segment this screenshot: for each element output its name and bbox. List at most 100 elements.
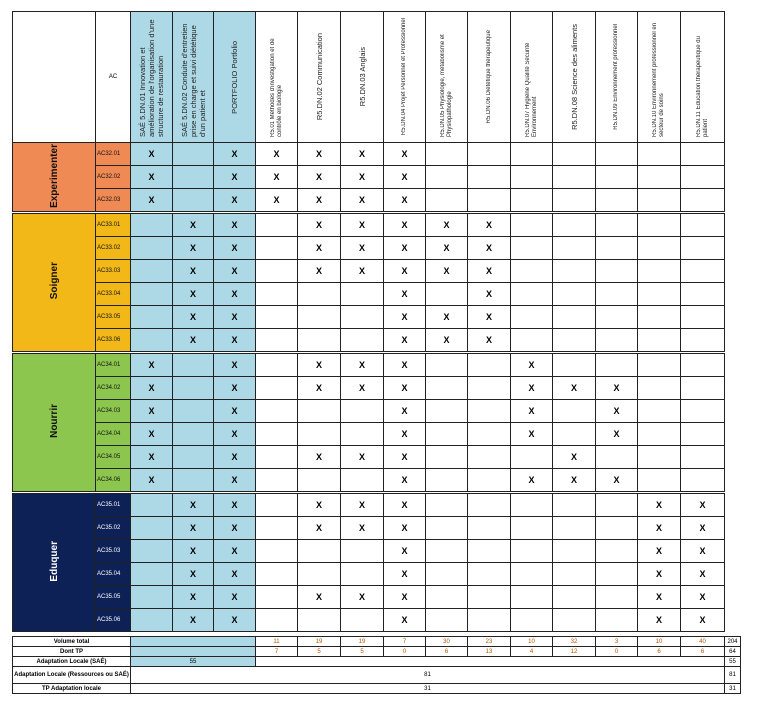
mark-cell (552, 305, 596, 329)
column-header-label: SAÉ 5.DN.02 Conduite d'entretien prise e… (179, 23, 207, 137)
mark-cell: X (172, 491, 214, 517)
column-header: PORTFOLIO Portfolio (213, 11, 256, 143)
mark-cell (255, 491, 298, 517)
mark-cell (255, 399, 298, 423)
mark-cell: X (637, 562, 681, 586)
mark-cell: X (467, 282, 511, 306)
mark-cell (637, 236, 681, 260)
mark-cell: X (172, 305, 214, 329)
mark-cell: X (297, 491, 341, 517)
mark-cell: X (425, 305, 468, 329)
table-row: AC33.03 X X X X X X X (13, 259, 725, 283)
dont-tp-label: Dont TP (12, 646, 131, 657)
mark-cell (340, 305, 384, 329)
table-row: AC34.02 X X X X X X X X (13, 376, 725, 400)
mark-cell (130, 211, 173, 237)
mark-cell: X (172, 539, 214, 563)
ac-matrix-table: AC SAÉ 5.DN.01 Innovation et amélioratio… (12, 11, 725, 632)
table-row: AC33.06 X X X X X (13, 328, 725, 353)
column-header: R5.DN.11 Education thérapeutique du pati… (680, 11, 725, 143)
mark-cell (467, 142, 511, 166)
mark-cell (510, 491, 553, 517)
adaptation-sae-value: 55 (130, 656, 256, 667)
total-value: 7 (255, 646, 298, 657)
mark-cell (340, 328, 384, 353)
mark-cell: X (172, 585, 214, 609)
tp-adaptation-label: TP Adaptation locale (12, 683, 131, 694)
mark-cell (552, 236, 596, 260)
mark-cell: X (425, 328, 468, 353)
column-header-label: R5.DN.02 Communication (314, 33, 324, 121)
mark-cell (552, 562, 596, 586)
table-row: Experimenter AC32.01 X X X X X X (12, 142, 725, 213)
volume-total-label: Volume total (12, 636, 131, 647)
mark-cell (255, 351, 298, 377)
group-name: Nourrir (48, 404, 60, 438)
mark-cell (425, 585, 468, 609)
mark-cell: X (172, 236, 214, 260)
ac-code: AC32.03 (95, 188, 131, 213)
mark-cell: X (172, 328, 214, 353)
mark-cell (680, 328, 725, 353)
adaptation-sae-row: Adaptation Locale (SAÉ) 55 55 (12, 656, 741, 667)
mark-cell (595, 305, 638, 329)
mark-cell: X (340, 188, 384, 213)
mark-cell: X (213, 259, 256, 283)
total-value: 0 (383, 646, 426, 657)
mark-cell: X (213, 236, 256, 260)
mark-cell (510, 516, 553, 540)
mark-cell (680, 142, 725, 166)
mark-cell (255, 305, 298, 329)
mark-cell: X (340, 585, 384, 609)
total-value: 40 (680, 636, 725, 647)
total-value: 32 (552, 636, 596, 647)
table-row: AC35.04 X X X X X (13, 562, 725, 586)
mark-cell: X (383, 142, 426, 166)
mark-cell (510, 562, 553, 586)
mark-cell (595, 282, 638, 306)
ac-code: AC32.02 (95, 165, 131, 189)
total-value: 19 (297, 636, 341, 647)
mark-cell: X (255, 165, 298, 189)
mark-cell (425, 351, 468, 377)
mark-cell (425, 445, 468, 469)
mark-cell (130, 539, 173, 563)
corner-cell (12, 11, 96, 143)
total-value: 5 (297, 646, 341, 657)
mark-cell: X (213, 376, 256, 400)
mark-cell: X (383, 516, 426, 540)
mark-cell: X (383, 351, 426, 377)
mark-cell (467, 422, 511, 446)
mark-cell: X (213, 608, 256, 632)
mark-cell (680, 399, 725, 423)
mark-cell: X (340, 516, 384, 540)
mark-cell (130, 259, 173, 283)
tp-adaptation-row: TP Adaptation locale 31 31 (12, 683, 741, 694)
mark-cell (595, 165, 638, 189)
mark-cell (467, 585, 511, 609)
column-header-label: R5.DN.08 Science des aliments (569, 24, 579, 130)
mark-cell (340, 399, 384, 423)
table-row: AC35.06 X X X X X (13, 608, 725, 632)
mark-cell: X (552, 468, 596, 493)
mark-cell (595, 351, 638, 377)
mark-cell (637, 445, 681, 469)
column-header-label: R5.DN.10 Environnement professionnel en … (652, 22, 665, 137)
mark-cell: X (255, 188, 298, 213)
mark-cell (467, 165, 511, 189)
mark-cell (425, 165, 468, 189)
mark-cell (510, 188, 553, 213)
ac-code: AC33.05 (95, 305, 131, 329)
mark-cell: X (340, 445, 384, 469)
mark-cell: X (383, 211, 426, 237)
mark-cell: X (130, 165, 173, 189)
mark-cell (425, 539, 468, 563)
adaptation-locale-label: Adaptation Locale (Ressources ou SAÉ) (12, 666, 131, 684)
mark-cell: X (213, 422, 256, 446)
ac-code: AC34.02 (95, 376, 131, 400)
mark-cell (255, 585, 298, 609)
mark-cell (340, 608, 384, 632)
mark-cell (595, 562, 638, 586)
ac-code: AC35.02 (95, 516, 131, 540)
mark-cell (467, 351, 511, 377)
